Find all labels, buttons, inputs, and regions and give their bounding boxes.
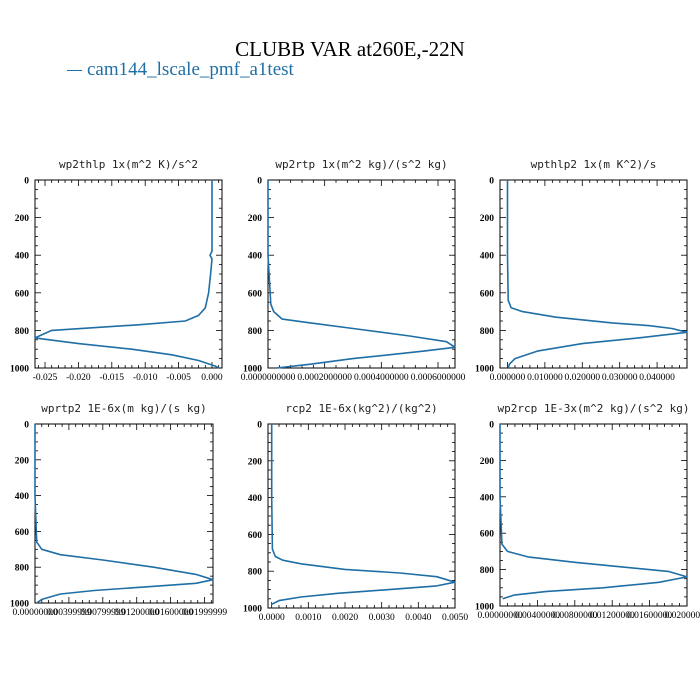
x-tick-label: 0.040000 <box>639 373 675 383</box>
x-tick-label: 0.0020 <box>332 613 358 623</box>
plot-frame <box>267 423 456 609</box>
x-tick-label: 0.00399999 <box>46 608 91 618</box>
y-tick-label: 400 <box>480 493 495 503</box>
x-tick-label: -0.015 <box>100 373 125 383</box>
chart-panel-2: wp2rtp 1x(m^2 kg)/(s^2 kg) 0 200 400 600 800 1… <box>241 158 466 383</box>
chart-panel-4: wprtp2 1E-6x(m kg)/(s kg) 0 200 400 600 800 10… <box>10 402 227 618</box>
y-tick-label: 0 <box>257 177 262 187</box>
x-tick-label: -0.010 <box>133 373 158 383</box>
x-tick-label: 0.000000 <box>490 373 526 383</box>
legend: cam144_lscale_pmf_a1test <box>67 59 294 81</box>
series-line <box>270 424 456 606</box>
y-tick-label: 400 <box>248 494 263 504</box>
y-tick-label: 800 <box>15 564 30 574</box>
y-tick-label: 800 <box>480 327 495 337</box>
y-tick-label: 400 <box>248 252 263 262</box>
panel-title: wp2rcp 1E-3x(m^2 kg)/(s^2 kg) <box>497 402 689 415</box>
panel-title: wpthlp2 1x(m K^2)/s <box>531 158 657 171</box>
x-tick-label: 0.0000 <box>259 613 285 623</box>
x-tick-label: -0.025 <box>33 373 58 383</box>
x-tick-label: -0.020 <box>66 373 91 383</box>
y-tick-label: 600 <box>15 528 30 538</box>
y-tick-label: 1000 <box>475 603 494 613</box>
x-tick-label: 0.00400000 <box>515 611 560 621</box>
y-tick-label: 600 <box>480 530 495 540</box>
x-tick-label: 0.0004000000 <box>354 373 409 383</box>
y-tick-label: 200 <box>15 456 30 466</box>
x-tick-label: 0.00800000 <box>552 611 597 621</box>
x-tick-label: -0.005 <box>166 373 191 383</box>
y-tick-label: 800 <box>15 327 30 337</box>
chart-panel-3: wpthlp2 1x(m K^2)/s 0 200 400 600 800 10000.00… <box>475 158 688 383</box>
chart-panel-1: wp2thlp 1x(m^2 K)/s^2 0 200 400 600 800 1000 -0… <box>10 158 223 383</box>
series-line <box>34 180 220 369</box>
y-tick-label: 600 <box>15 289 30 299</box>
y-tick-label: 1000 <box>10 365 29 375</box>
series-line <box>499 424 688 600</box>
y-tick-label: 200 <box>15 214 30 224</box>
y-tick-label: 200 <box>480 457 495 467</box>
plot-frame <box>499 179 688 369</box>
y-tick-label: 800 <box>248 568 263 578</box>
plot-frame <box>34 423 214 604</box>
x-tick-label: 0.00799999 <box>80 608 125 618</box>
y-tick-label: 800 <box>480 566 495 576</box>
plot-frame <box>499 423 688 607</box>
y-tick-label: 400 <box>15 492 30 502</box>
x-tick-label: 0.030000 <box>602 373 638 383</box>
x-tick-label: 0.01200000 <box>590 611 635 621</box>
y-tick-label: 400 <box>480 252 495 262</box>
y-tick-label: 1000 <box>243 365 262 375</box>
y-tick-label: 1000 <box>10 600 29 610</box>
y-tick-label: 0 <box>489 421 494 431</box>
x-tick-label: 0.01600000 <box>148 608 193 618</box>
x-tick-label: 0.0002000000 <box>297 373 352 383</box>
x-tick-label: 0.0006000000 <box>411 373 466 383</box>
panel-title: wp2rtp 1x(m^2 kg)/(s^2 kg) <box>275 158 447 171</box>
y-tick-label: 200 <box>248 214 263 224</box>
plot-frame <box>267 179 456 369</box>
x-tick-label: 0.0030 <box>369 613 395 623</box>
y-tick-label: 0 <box>257 421 262 431</box>
series-line <box>34 424 214 604</box>
chart-panel-6: wp2rcp 1E-3x(m^2 kg)/(s^2 kg)0 200 400 600 8… <box>475 402 700 621</box>
x-tick-label: 0.0010 <box>295 613 321 623</box>
panel-title: wprtp2 1E-6x(m kg)/(s kg) <box>41 402 207 415</box>
series-line <box>267 180 456 369</box>
x-tick-label: 0.020000 <box>564 373 600 383</box>
y-tick-label: 600 <box>248 531 263 541</box>
y-tick-label: 600 <box>248 289 263 299</box>
x-tick-label: 0.0000000000 <box>241 373 296 383</box>
y-tick-label: 200 <box>248 457 263 467</box>
x-tick-label: 0.0040 <box>405 613 431 623</box>
series-line <box>506 180 688 369</box>
x-tick-label: 0.00000000 <box>477 611 522 621</box>
x-tick-label: 0.02000000 <box>664 611 700 621</box>
y-tick-label: 0 <box>24 177 29 187</box>
chart-panel-5: rcp2 1E-6x(kg^2)/(kg^2) 0 200 400 600 800 1000… <box>243 402 468 623</box>
page-title: CLUBB VAR at260E,-22N <box>235 37 465 61</box>
y-tick-label: 1000 <box>475 365 494 375</box>
x-tick-label: 0.00000000 <box>12 608 57 618</box>
y-tick-label: 400 <box>15 252 30 262</box>
legend-swatch <box>67 70 82 72</box>
y-tick-label: 0 <box>24 421 29 431</box>
x-tick-label: 0.000 <box>201 373 223 383</box>
legend-label: cam144_lscale_pmf_a1test <box>87 59 294 80</box>
y-tick-label: 0 <box>489 177 494 187</box>
x-tick-label: 0.010000 <box>527 373 563 383</box>
plot-frame <box>34 179 223 369</box>
y-tick-label: 800 <box>248 327 263 337</box>
panel-title: wp2thlp 1x(m^2 K)/s^2 <box>59 158 198 171</box>
x-tick-label: 0.01600000 <box>627 611 672 621</box>
y-tick-label: 600 <box>480 289 495 299</box>
x-tick-label: 0.01999999 <box>182 608 227 618</box>
y-tick-label: 200 <box>480 214 495 224</box>
x-tick-label: 0.0050 <box>442 613 468 623</box>
panel-title: rcp2 1E-6x(kg^2)/(kg^2) <box>285 402 437 415</box>
x-tick-label: 0.01200000 <box>114 608 159 618</box>
y-tick-label: 1000 <box>243 605 262 615</box>
